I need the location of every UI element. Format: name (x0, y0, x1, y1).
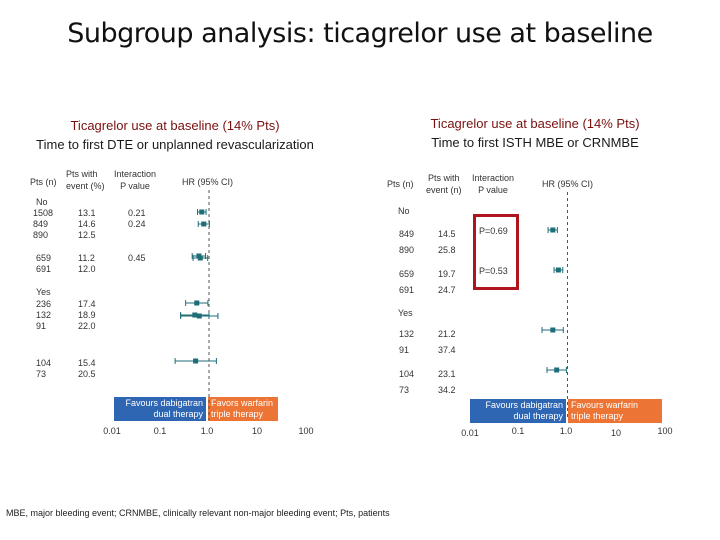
right-panel-title: Ticagrelor use at baseline (14% Pts) Tim… (370, 114, 700, 152)
right-row1-p: P=0.69 (479, 226, 508, 236)
right-hr-point-4 (554, 367, 560, 373)
right-hr-point-3 (550, 327, 556, 333)
right-p-value-box (473, 214, 519, 290)
right-tick-1.0: 1.0 (559, 426, 573, 436)
left-header-event: Pts with event (%) (66, 169, 105, 191)
right-group-no-label: No (398, 206, 410, 216)
right-row1-event: 14.5 25.8 (438, 229, 456, 255)
left-hr-point-7 (196, 313, 202, 319)
right-tick-100: 100 (657, 426, 673, 436)
right-header-hr: HR (95% CI) (542, 179, 594, 189)
right-tick-10: 10 (610, 428, 621, 438)
right-row3-pts: 132 91 (399, 329, 415, 355)
left-hr-point-1 (199, 209, 205, 215)
left-hr-point-8 (193, 358, 199, 364)
left-tick-0.1: 0.1 (153, 426, 167, 436)
left-panel-title-line1: Ticagrelor use at baseline (14% Pts) (70, 118, 280, 133)
left-panel-title: Ticagrelor use at baseline (14% Pts) Tim… (10, 116, 340, 154)
right-panel-title-line2: Time to first ISTH MBE or CRNMBE (431, 135, 639, 150)
left-hr-point-6 (192, 312, 198, 318)
page-title: Subgroup analysis: ticagrelor use at bas… (67, 18, 653, 49)
left-tick-0.01: 0.01 (103, 426, 121, 436)
footnote: MBE, major bleeding event; CRNMBE, clini… (6, 508, 390, 518)
left-row2-event: 11.2 12.0 (78, 253, 96, 274)
left-header-interaction: Interaction P value (114, 169, 157, 191)
left-hr-point-4 (197, 255, 203, 261)
left-tick-1.0: 1.0 (200, 426, 214, 436)
left-legend-favours-dabigatran: Favours dabigatran dual therapy (114, 397, 206, 421)
left-row1-p: 0.21 0.24 (128, 208, 146, 229)
right-row2-pts: 659 691 (399, 269, 415, 295)
right-header-interaction: Interaction P value (472, 173, 515, 195)
right-row2-event: 19.7 24.7 (438, 269, 456, 295)
right-panel-title-line1: Ticagrelor use at baseline (14% Pts) (430, 116, 640, 131)
left-row1-event: 13.1 14.6 12.5 (78, 208, 96, 240)
left-row4-pts: 104 73 (36, 358, 52, 379)
right-group-yes-label: Yes (398, 308, 413, 318)
left-tick-10: 10 (251, 426, 262, 436)
left-row2-p: 0.45 (128, 253, 146, 263)
left-group-no-label: No (36, 197, 48, 207)
left-group-yes-label: Yes (36, 287, 51, 297)
right-legend-favours-warfarin: Favours warfarin triple therapy (568, 399, 662, 423)
right-tick-0.01: 0.01 (461, 428, 479, 438)
right-hr-point-1 (550, 227, 556, 233)
left-tick-100: 100 (298, 426, 314, 436)
left-row2-pts: 659 691 (36, 253, 52, 274)
left-header-pts: Pts (n) (30, 177, 57, 187)
right-row4-pts: 104 73 (399, 369, 415, 395)
left-hr-point-5 (194, 300, 200, 306)
left-row1-pts: 1508 849 890 (33, 208, 54, 240)
right-row2-p: P=0.53 (479, 266, 508, 276)
left-row3-event: 17.4 18.9 22.0 (78, 299, 96, 331)
right-hr-point-2 (555, 267, 561, 273)
left-panel-title-line2: Time to first DTE or unplanned revascula… (36, 137, 314, 152)
right-header-event: Pts with event (n) (426, 173, 462, 195)
left-row4-event: 15.4 20.5 (78, 358, 96, 379)
right-row4-event: 23.1 34.2 (438, 369, 456, 395)
left-row3-pts: 236 132 91 (36, 299, 52, 331)
left-header-hr: HR (95% CI) (182, 177, 234, 187)
right-row1-pts: 849 890 (399, 229, 415, 255)
right-legend-favours-dabigatran: Favours dabigatran dual therapy (470, 399, 566, 423)
right-header-pts: Pts (n) (387, 179, 414, 189)
left-legend-favours-warfarin: Favors warfarin triple therapy (208, 397, 278, 421)
right-row3-event: 21.2 37.4 (438, 329, 456, 355)
right-tick-0.1: 0.1 (511, 426, 525, 436)
left-hr-point-2 (201, 221, 207, 227)
